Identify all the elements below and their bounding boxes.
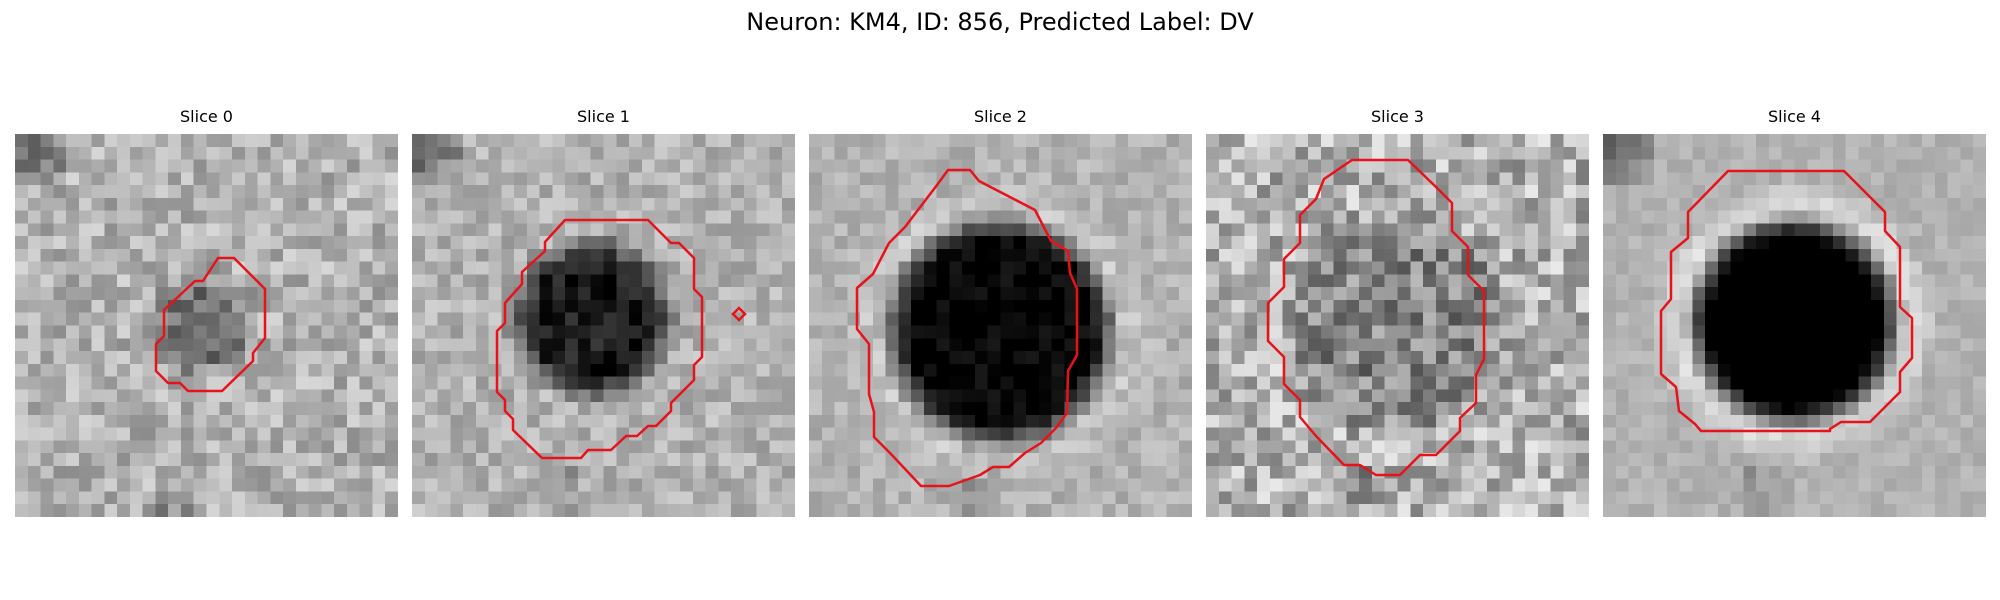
segmentation-contour-0 <box>154 256 267 393</box>
slice-image-1 <box>412 134 795 517</box>
figure-title: Neuron: KM4, ID: 856, Predicted Label: D… <box>746 8 1254 36</box>
slice-title-1: Slice 1 <box>577 107 630 126</box>
slice-title-2: Slice 2 <box>974 107 1027 126</box>
segmentation-contour-4 <box>1659 169 1914 433</box>
slice-title-3: Slice 3 <box>1371 107 1424 126</box>
segmentation-contour-3 <box>1266 158 1486 477</box>
segmentation-contour-1 <box>495 218 747 460</box>
segmentation-contour-2 <box>855 168 1079 488</box>
slice-grayscale-0 <box>15 134 398 517</box>
slice-image-0 <box>15 134 398 517</box>
slice-image-2 <box>809 134 1192 517</box>
slice-grayscale-1 <box>412 134 795 517</box>
slice-grayscale-2 <box>809 134 1192 517</box>
slice-grayscale-3 <box>1206 134 1589 517</box>
slice-image-4 <box>1603 134 1986 517</box>
slice-image-3 <box>1206 134 1589 517</box>
slice-grayscale-4 <box>1603 134 1986 517</box>
slice-title-4: Slice 4 <box>1768 107 1821 126</box>
slice-title-0: Slice 0 <box>180 107 233 126</box>
